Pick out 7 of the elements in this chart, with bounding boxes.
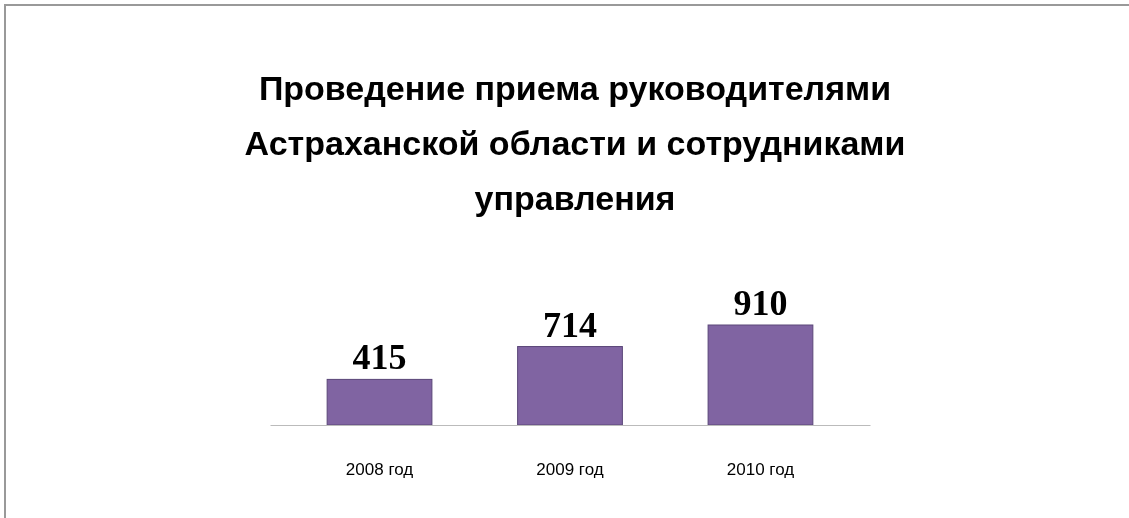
x-tick-label: 2009 год [536,460,604,480]
x-tick-label: 2010 год [726,460,795,480]
data-label: 714 [543,304,597,345]
x-tick-label: 2008 год [345,460,414,480]
data-label: 415 [352,337,407,378]
chart-title: Проведение приема руководителями Астраханской области и сотрудниками управления [244,69,906,217]
data-label: 910 [733,283,788,323]
